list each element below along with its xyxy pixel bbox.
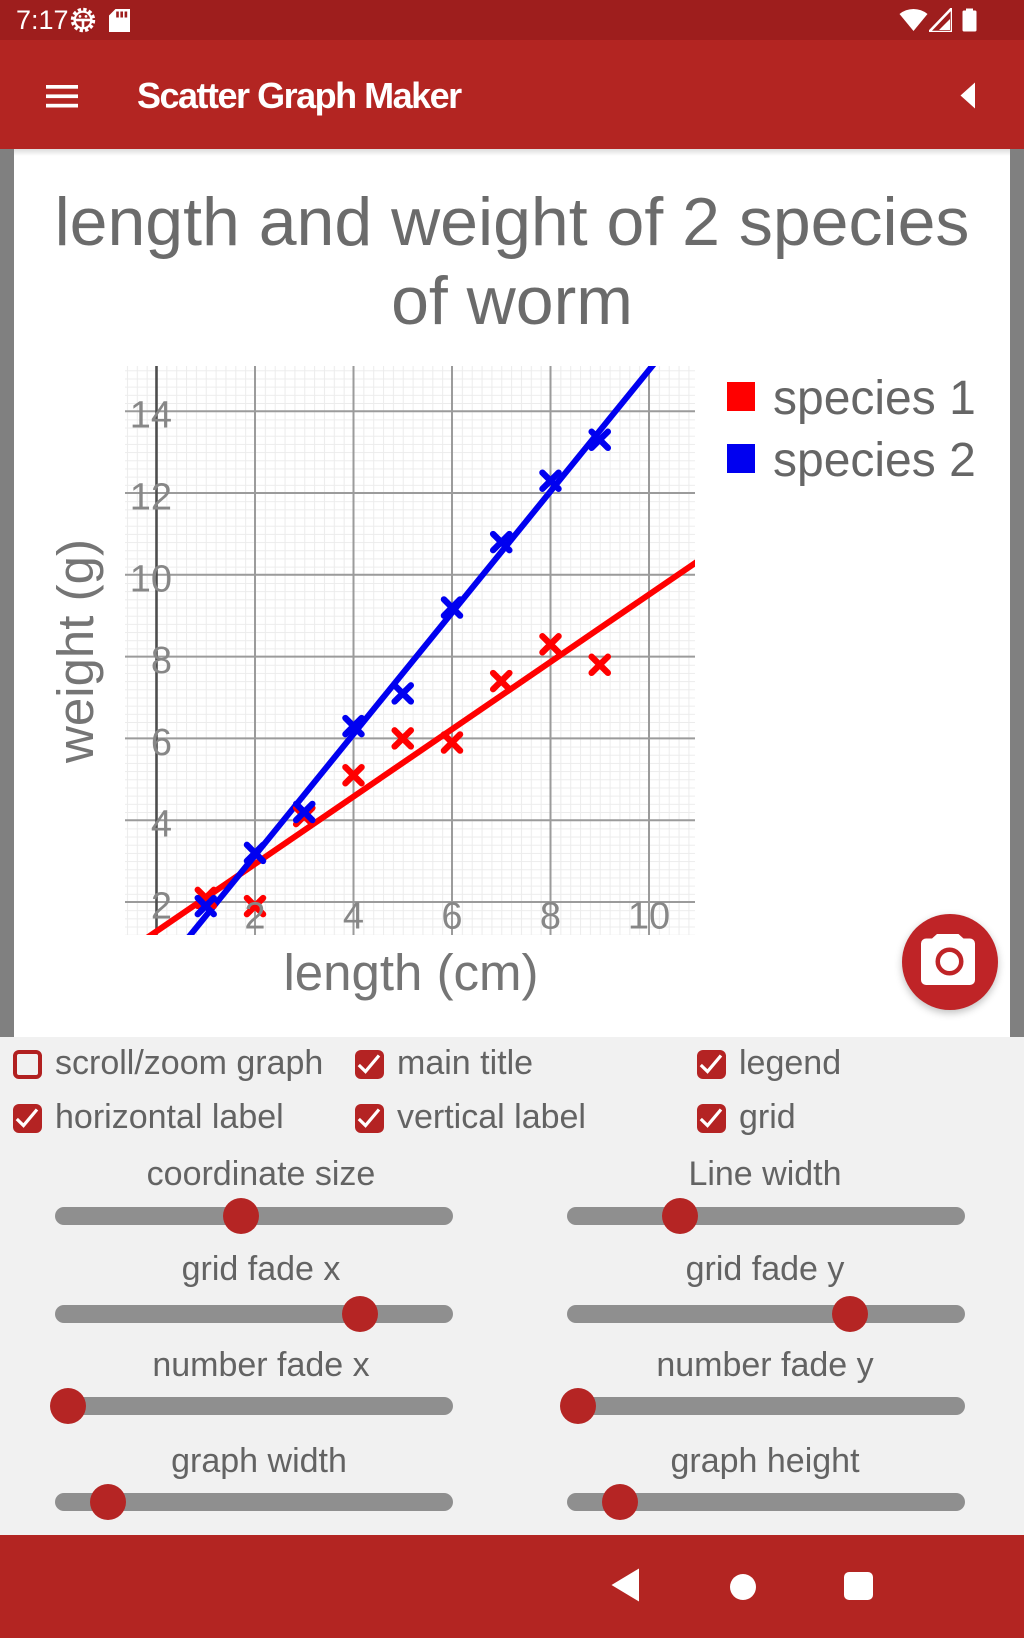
svg-text:2: 2 [151, 886, 172, 928]
svg-text:4: 4 [343, 896, 364, 938]
svg-text:10: 10 [130, 558, 172, 600]
svg-text:6: 6 [441, 896, 462, 938]
svg-text:8: 8 [540, 896, 561, 938]
svg-text:length (cm): length (cm) [283, 944, 538, 1001]
svg-text:4: 4 [151, 804, 172, 846]
svg-text:12: 12 [130, 477, 172, 519]
svg-text:14: 14 [130, 395, 172, 437]
svg-text:6: 6 [151, 722, 172, 764]
svg-text:8: 8 [151, 640, 172, 682]
svg-text:weight (g): weight (g) [47, 539, 104, 764]
svg-text:2: 2 [244, 896, 265, 938]
svg-text:10: 10 [628, 896, 670, 938]
